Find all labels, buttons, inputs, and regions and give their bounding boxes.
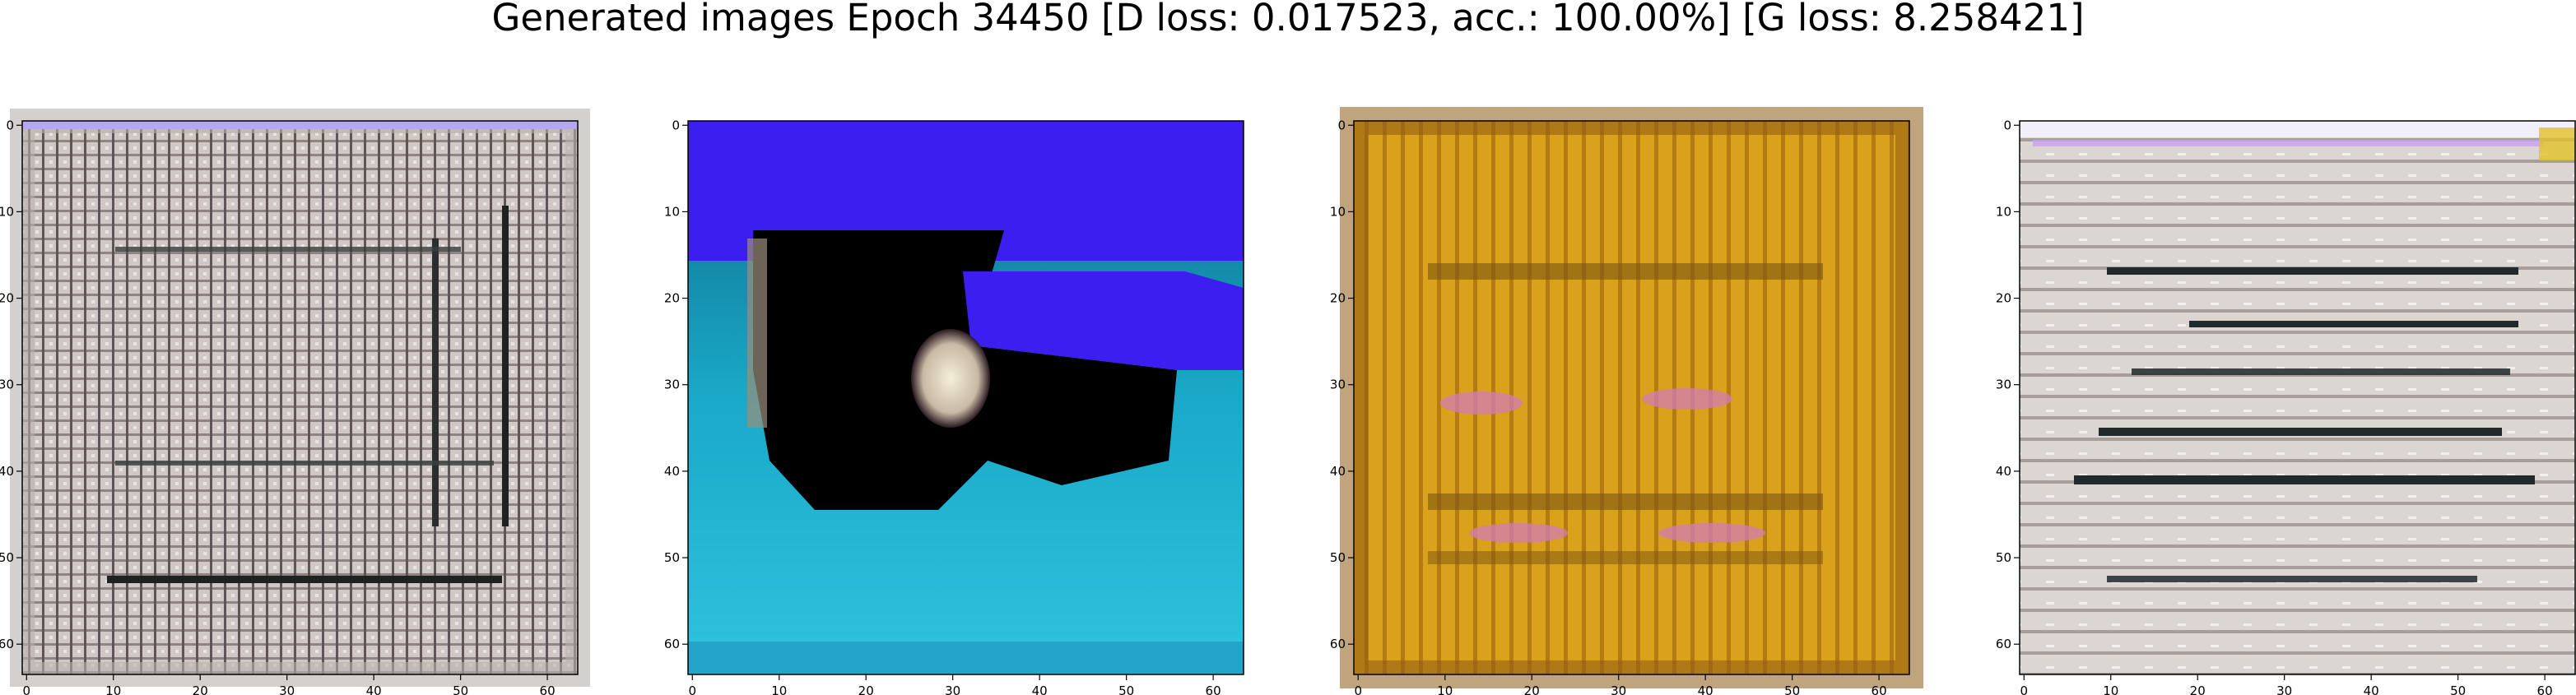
x-tick-label: 10 — [771, 683, 787, 695]
axes-frame-4 — [2019, 120, 2576, 675]
y-tick-label: 40 — [1996, 464, 2011, 479]
y-tick-label: 50 — [1996, 550, 2011, 565]
x-tick-label: 50 — [453, 683, 468, 695]
y-tick-label: 60 — [664, 637, 680, 651]
x-tick-label: 60 — [540, 683, 556, 695]
y-tick-label: 60 — [1996, 637, 2011, 651]
y-tick-label: 20 — [1996, 291, 2011, 306]
x-tick-label: 0 — [2020, 683, 2029, 695]
y-tick-label: 10 — [0, 204, 14, 219]
axes-frame-3 — [1353, 120, 1910, 675]
x-tick-label: 10 — [2103, 683, 2118, 695]
x-tick-label: 40 — [2364, 683, 2379, 695]
image-panel-3 — [1340, 107, 1923, 688]
x-tick-label: 0 — [689, 683, 697, 695]
image-panel-2 — [688, 121, 1244, 674]
image-panel-4 — [2020, 121, 2575, 674]
x-tick-label: 60 — [1206, 683, 1221, 695]
y-tick-label: 40 — [1330, 464, 1346, 479]
figure-title: Generated images Epoch 34450 [D loss: 0.… — [491, 0, 2085, 39]
y-tick-label: 0 — [1337, 118, 1346, 132]
x-tick-label: 50 — [2450, 683, 2466, 695]
y-tick-label: 20 — [664, 291, 680, 306]
y-tick-label: 40 — [664, 464, 680, 479]
x-tick-label: 30 — [1611, 683, 1626, 695]
y-tick-label: 30 — [1996, 378, 2011, 392]
image-panel-1 — [10, 109, 590, 687]
x-tick-label: 60 — [2537, 683, 2553, 695]
y-tick-label: 60 — [0, 637, 14, 651]
y-tick-label: 40 — [0, 464, 14, 479]
y-tick-label: 10 — [1330, 204, 1346, 219]
x-tick-label: 40 — [366, 683, 382, 695]
y-tick-label: 50 — [1330, 550, 1346, 565]
x-tick-label: 10 — [1437, 683, 1453, 695]
y-tick-label: 30 — [0, 378, 14, 392]
y-tick-label: 30 — [664, 378, 680, 392]
y-tick-label: 0 — [6, 118, 14, 132]
x-tick-label: 20 — [193, 683, 208, 695]
x-tick-label: 30 — [2276, 683, 2292, 695]
axes-frame-1 — [21, 120, 579, 675]
axes-frame-2 — [687, 120, 1244, 675]
y-tick-label: 0 — [2003, 118, 2011, 132]
y-tick-label: 0 — [672, 118, 680, 132]
x-tick-label: 0 — [23, 683, 31, 695]
y-tick-label: 10 — [1996, 204, 2011, 219]
x-tick-label: 20 — [2190, 683, 2206, 695]
y-tick-label: 50 — [0, 550, 14, 565]
x-tick-label: 50 — [1118, 683, 1134, 695]
x-tick-label: 30 — [279, 683, 295, 695]
x-tick-label: 60 — [1872, 683, 1887, 695]
x-tick-label: 50 — [1784, 683, 1800, 695]
x-tick-label: 30 — [945, 683, 960, 695]
x-tick-label: 20 — [858, 683, 874, 695]
y-tick-label: 20 — [0, 291, 14, 306]
x-tick-label: 0 — [1355, 683, 1363, 695]
y-tick-label: 20 — [1330, 291, 1346, 306]
y-tick-label: 10 — [664, 204, 680, 219]
x-tick-label: 20 — [1524, 683, 1540, 695]
x-tick-label: 40 — [1032, 683, 1048, 695]
y-tick-label: 60 — [1330, 637, 1346, 651]
x-tick-label: 10 — [105, 683, 121, 695]
y-tick-label: 50 — [664, 550, 680, 565]
y-tick-label: 30 — [1330, 378, 1346, 392]
x-tick-label: 40 — [1698, 683, 1713, 695]
